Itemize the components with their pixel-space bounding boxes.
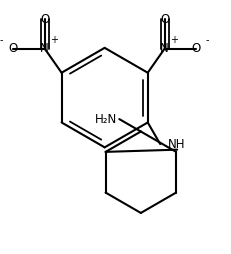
- Text: O: O: [159, 13, 168, 26]
- Text: +: +: [169, 35, 177, 45]
- Text: O: O: [40, 13, 49, 26]
- Text: N: N: [160, 42, 168, 55]
- Text: O: O: [8, 42, 18, 55]
- Text: -: -: [0, 35, 3, 45]
- Text: N: N: [40, 42, 49, 55]
- Text: NH: NH: [167, 137, 185, 151]
- Text: H₂N: H₂N: [94, 113, 116, 125]
- Text: +: +: [49, 35, 58, 45]
- Text: -: -: [205, 35, 208, 45]
- Text: O: O: [191, 42, 200, 55]
